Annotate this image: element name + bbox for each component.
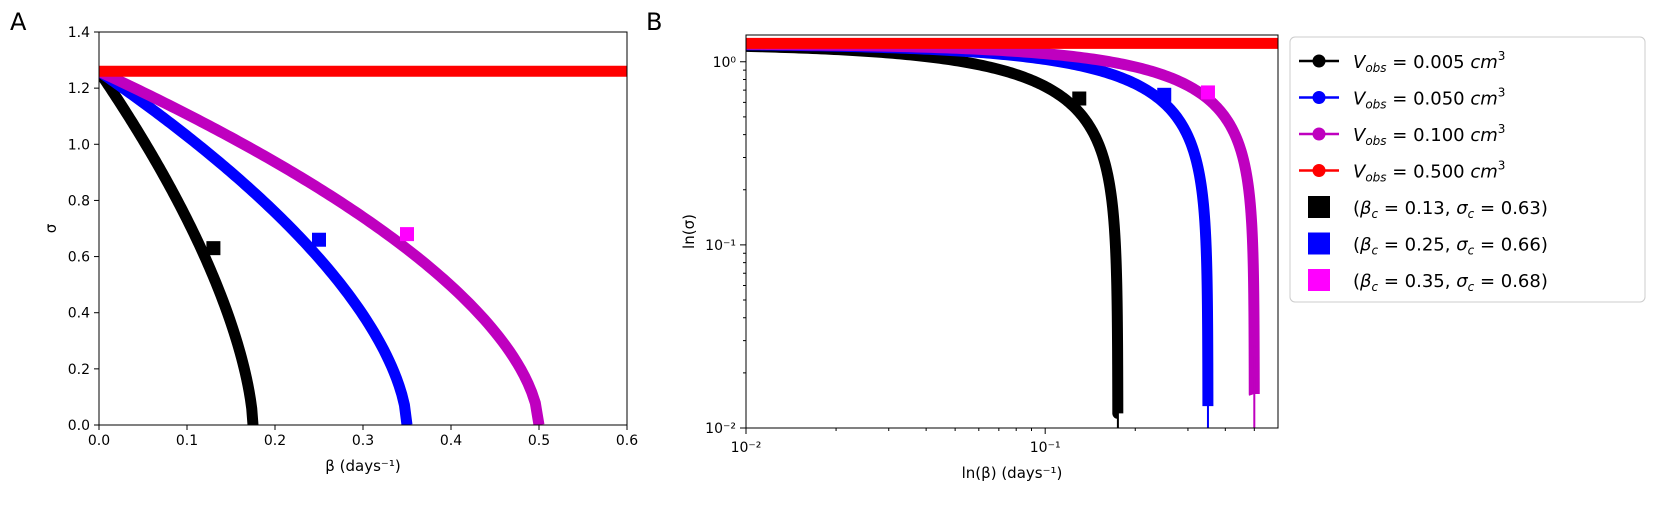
- x-tick-label-b: 10⁻¹: [1030, 440, 1061, 456]
- series-line-0: [99, 67, 259, 425]
- y-tick-label-a: 0.6: [68, 250, 90, 266]
- x-tick-label-a: 0.6: [616, 433, 638, 449]
- y-axis-label-b: ln(σ): [680, 214, 698, 249]
- plot-area-b: [746, 37, 1278, 428]
- legend-marker-1: [1312, 91, 1326, 104]
- y-tick-label-a: 0.0: [68, 418, 90, 434]
- critical-point-b-2: [1200, 85, 1215, 100]
- x-tick-label-a: 0.3: [352, 433, 374, 449]
- x-axis-label-b: ln(β) (days⁻¹): [962, 464, 1063, 482]
- legend-text-0: Vobs = 0.005 cm3: [1353, 49, 1505, 75]
- y-tick-label-a: 0.4: [68, 306, 90, 322]
- series-dot-b: [1203, 368, 1213, 378]
- y-tick-label-b: 10⁻¹: [705, 238, 736, 254]
- series-line-b-1: [746, 39, 1214, 412]
- series-dot-b: [1113, 347, 1123, 357]
- legend-text-6: (βc = 0.35, σc = 0.68): [1353, 271, 1548, 294]
- y-tick-label-b: 10⁻²: [705, 421, 736, 437]
- axes-frame-a: [98, 31, 628, 426]
- x-tick-label-a: 0.5: [528, 433, 550, 449]
- y-tick-label-a: 1.0: [68, 137, 90, 153]
- y-tick-label-a: 1.2: [68, 81, 90, 97]
- legend-text-4: (βc = 0.13, σc = 0.63): [1353, 198, 1548, 221]
- panel-a: A 0.0 0.1 0.2 0.3 0.4 0.5 0.6 0.0 0.2 0.4 0.6 0.8 1.0…: [10, 8, 638, 475]
- x-axis-label-a: β (days⁻¹): [325, 457, 400, 475]
- legend-square-5: [1308, 232, 1330, 255]
- series-dot-b: [1202, 326, 1212, 336]
- legend-square-6: [1308, 269, 1330, 291]
- series-line-1: [99, 66, 413, 425]
- series-line-b-0: [746, 40, 1124, 419]
- critical-point-0: [206, 241, 221, 256]
- legend: Vobs = 0.005 cm3 Vobs = 0.050 cm3 Vobs = 0…: [1289, 36, 1646, 303]
- series-dot-b: [1202, 307, 1212, 317]
- legend-marker-2: [1312, 127, 1326, 141]
- y-tick-label-a: 0.2: [68, 362, 90, 378]
- series-dot-b: [1249, 347, 1259, 357]
- series-dot-b: [1112, 336, 1122, 346]
- y-axis-label-a: σ: [42, 223, 60, 233]
- series-dot-b: [1202, 336, 1212, 346]
- y-tick-label-b: 10⁰: [713, 55, 737, 71]
- y-tick-label-a: 1.4: [68, 25, 90, 41]
- legend-text-3: Vobs = 0.500 cm3: [1353, 159, 1505, 185]
- legend-text-1: Vobs = 0.050 cm3: [1353, 86, 1505, 112]
- critical-point-b-1: [1157, 87, 1172, 102]
- series-dot-b: [1113, 368, 1123, 378]
- critical-point-1: [312, 232, 326, 247]
- series-dot-b: [1249, 307, 1259, 317]
- y-tick-label-a: 0.8: [68, 193, 90, 209]
- critical-point-2: [400, 227, 414, 242]
- series-dot-b: [1249, 326, 1259, 336]
- legend-marker-3: [1312, 164, 1326, 177]
- series-dot-b: [1249, 317, 1259, 327]
- panel-label-a: A: [10, 8, 27, 36]
- plot-area-a: [99, 65, 627, 425]
- x-tick-label-a: 0.1: [176, 433, 198, 449]
- legend-marker-0: [1312, 54, 1326, 68]
- critical-point-b-0: [1072, 91, 1087, 106]
- series-line-2: [99, 66, 545, 425]
- series-dot-b: [1112, 326, 1122, 336]
- series-dot-b: [1202, 317, 1212, 327]
- legend-box: [1289, 36, 1646, 303]
- panel-b: B 10⁻² 10⁻¹ 10⁻² 10⁻¹ 10⁰ ln(β) (days⁻¹) ln(σ): [646, 8, 1279, 482]
- series-line-b-2: [746, 38, 1260, 400]
- x-tick-label-a: 0.0: [88, 433, 110, 449]
- legend-text-5: (βc = 0.25, σc = 0.66): [1353, 235, 1548, 258]
- x-tick-label-a: 0.4: [440, 433, 462, 449]
- series-dot-b: [1249, 336, 1259, 346]
- series-dot-b: [1112, 317, 1122, 327]
- legend-text-2: Vobs = 0.100 cm3: [1353, 122, 1505, 148]
- x-tick-label-b: 10⁻²: [731, 440, 762, 456]
- series-dot-b: [1249, 368, 1259, 378]
- series-dot-b: [1203, 347, 1213, 357]
- x-tick-label-a: 0.2: [264, 433, 286, 449]
- legend-square-4: [1308, 196, 1330, 218]
- axes-frame-b: [745, 34, 1279, 429]
- panel-label-b: B: [646, 8, 662, 36]
- series-dot-b: [1112, 307, 1122, 317]
